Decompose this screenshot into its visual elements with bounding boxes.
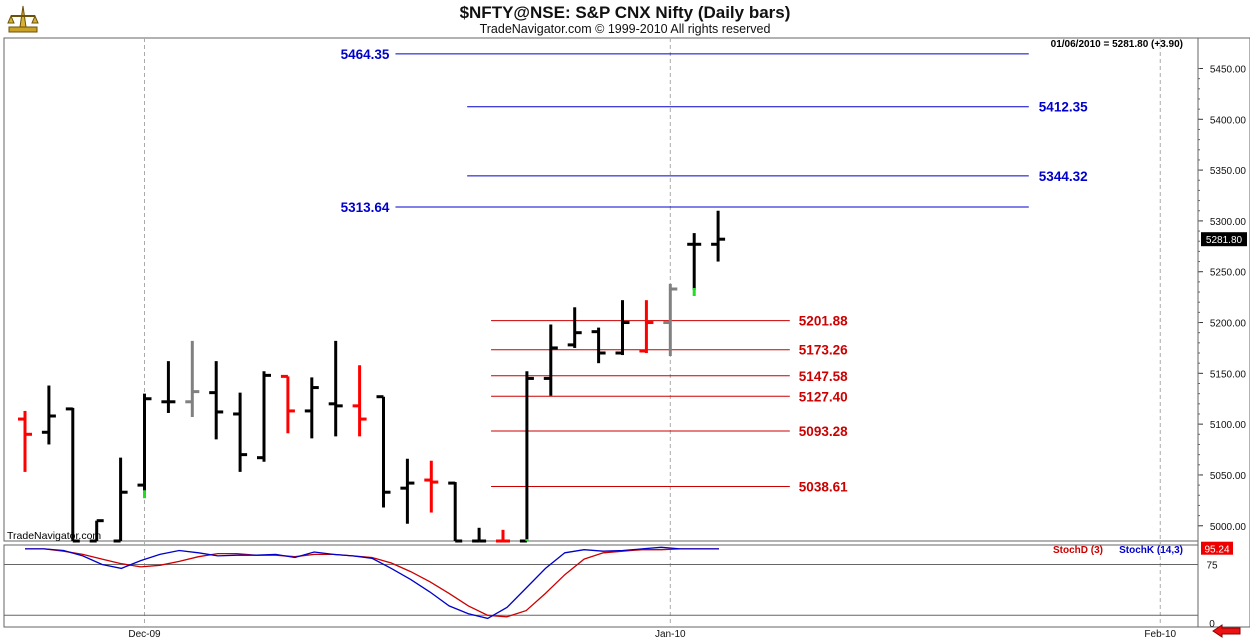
stoch-tick-label: 0 (1209, 619, 1215, 630)
ohlc-bar (233, 392, 248, 472)
ohlc-bar (257, 371, 271, 462)
ohlc-bar (352, 365, 367, 437)
ohlc-bar (65, 407, 80, 543)
legend-stochk: StochK (14,3) (1119, 545, 1183, 556)
price-bars (18, 210, 726, 543)
chart-header: $NFTY@NSE: S&P CNX Nifty (Daily bars) Tr… (0, 0, 1250, 38)
scroll-left-arrow-icon[interactable] (1212, 624, 1241, 638)
stoch-tick-label: 75 (1206, 561, 1218, 572)
ohlc-bar (280, 374, 295, 434)
time-tick-label: Dec-09 (128, 629, 161, 640)
stoch-line-d (25, 548, 719, 618)
price-tick-label: 5250.00 (1210, 268, 1247, 279)
status-readout: 01/06/2010 = 5281.80 (+3.90) (1051, 39, 1183, 50)
ohlc-bar (18, 410, 32, 472)
price-levels: 5464.35 5412.35 5344.32 5313.64 5201.88 5173.… (341, 47, 1088, 495)
stoch-last-label: 95.24 (1204, 545, 1229, 556)
ohlc-bar (472, 527, 487, 543)
price-tick-label: 5150.00 (1210, 369, 1247, 380)
price-axis-frame (1197, 37, 1250, 628)
ohlc-bar (543, 324, 558, 396)
level-label-5344.32: 5344.32 (1039, 169, 1088, 184)
ohlc-bar (711, 210, 726, 262)
ohlc-bar (424, 460, 439, 513)
trade-navigator-logo-icon[interactable] (6, 4, 40, 39)
ohlc-bar (161, 361, 176, 413)
level-label-5201.88: 5201.88 (799, 314, 848, 329)
ohlc-bar (615, 300, 630, 356)
time-tick-label: Jan-10 (655, 629, 686, 640)
level-label-5038.61: 5038.61 (799, 480, 848, 495)
level-label-5127.40: 5127.40 (799, 389, 848, 404)
ohlc-bar (137, 393, 152, 493)
ohlc-bar (41, 385, 56, 445)
watermark: TradeNavigator.com (7, 530, 101, 542)
last-price-label: 5281.80 (1206, 235, 1243, 246)
price-tick-label: 5450.00 (1210, 64, 1247, 75)
ohlc-bar (663, 283, 678, 357)
ohlc-bar (185, 340, 200, 418)
ohlc-bar (376, 395, 391, 508)
last-price-box (1201, 232, 1247, 247)
level-label-5464.35: 5464.35 (341, 47, 390, 62)
level-label-5093.28: 5093.28 (799, 424, 848, 439)
stochastic-panel: StochD (3) StochK (14,3) 75 0 95.24 (4, 541, 1233, 630)
stoch-line-k (25, 546, 719, 620)
level-label-5147.58: 5147.58 (799, 369, 848, 384)
chart-subtitle: TradeNavigator.com © 1999-2010 All right… (479, 22, 771, 36)
time-tick-label: Feb-10 (1144, 629, 1176, 640)
stoch-last-box (1201, 541, 1233, 555)
price-tick-label: 5300.00 (1210, 217, 1247, 228)
ohlc-bar (639, 300, 654, 354)
time-axis: Dec-09 Jan-10 Feb-10 (128, 624, 1241, 640)
legend-stochd: StochD (3) (1053, 545, 1103, 556)
level-label-5313.64: 5313.64 (341, 200, 390, 215)
price-axis: 5450.00 5400.00 5350.00 5300.00 5250.00 5200.… (7, 39, 1247, 542)
ohlc-bar (687, 233, 702, 291)
price-tick-label: 5050.00 (1210, 471, 1247, 482)
price-tick-label: 5400.00 (1210, 115, 1247, 126)
ohlc-bar (328, 340, 343, 437)
level-label-5173.26: 5173.26 (799, 343, 848, 358)
price-tick-label: 5350.00 (1210, 166, 1247, 177)
ohlc-bar (304, 377, 319, 439)
ohlc-bar (496, 529, 510, 543)
price-tick-label: 5100.00 (1210, 420, 1247, 431)
ohlc-bar (448, 481, 463, 543)
ohlc-bar (591, 327, 606, 364)
ohlc-bar (567, 307, 582, 348)
level-label-5412.35: 5412.35 (1039, 100, 1088, 115)
price-tick-label: 5000.00 (1210, 522, 1247, 533)
ohlc-bar (209, 361, 224, 440)
chart-title: $NFTY@NSE: S&P CNX Nifty (Daily bars) (459, 3, 791, 22)
price-tick-label: 5200.00 (1210, 319, 1247, 330)
ohlc-bar (113, 457, 128, 543)
ohlc-bar (89, 519, 104, 543)
ohlc-bar (400, 458, 415, 524)
